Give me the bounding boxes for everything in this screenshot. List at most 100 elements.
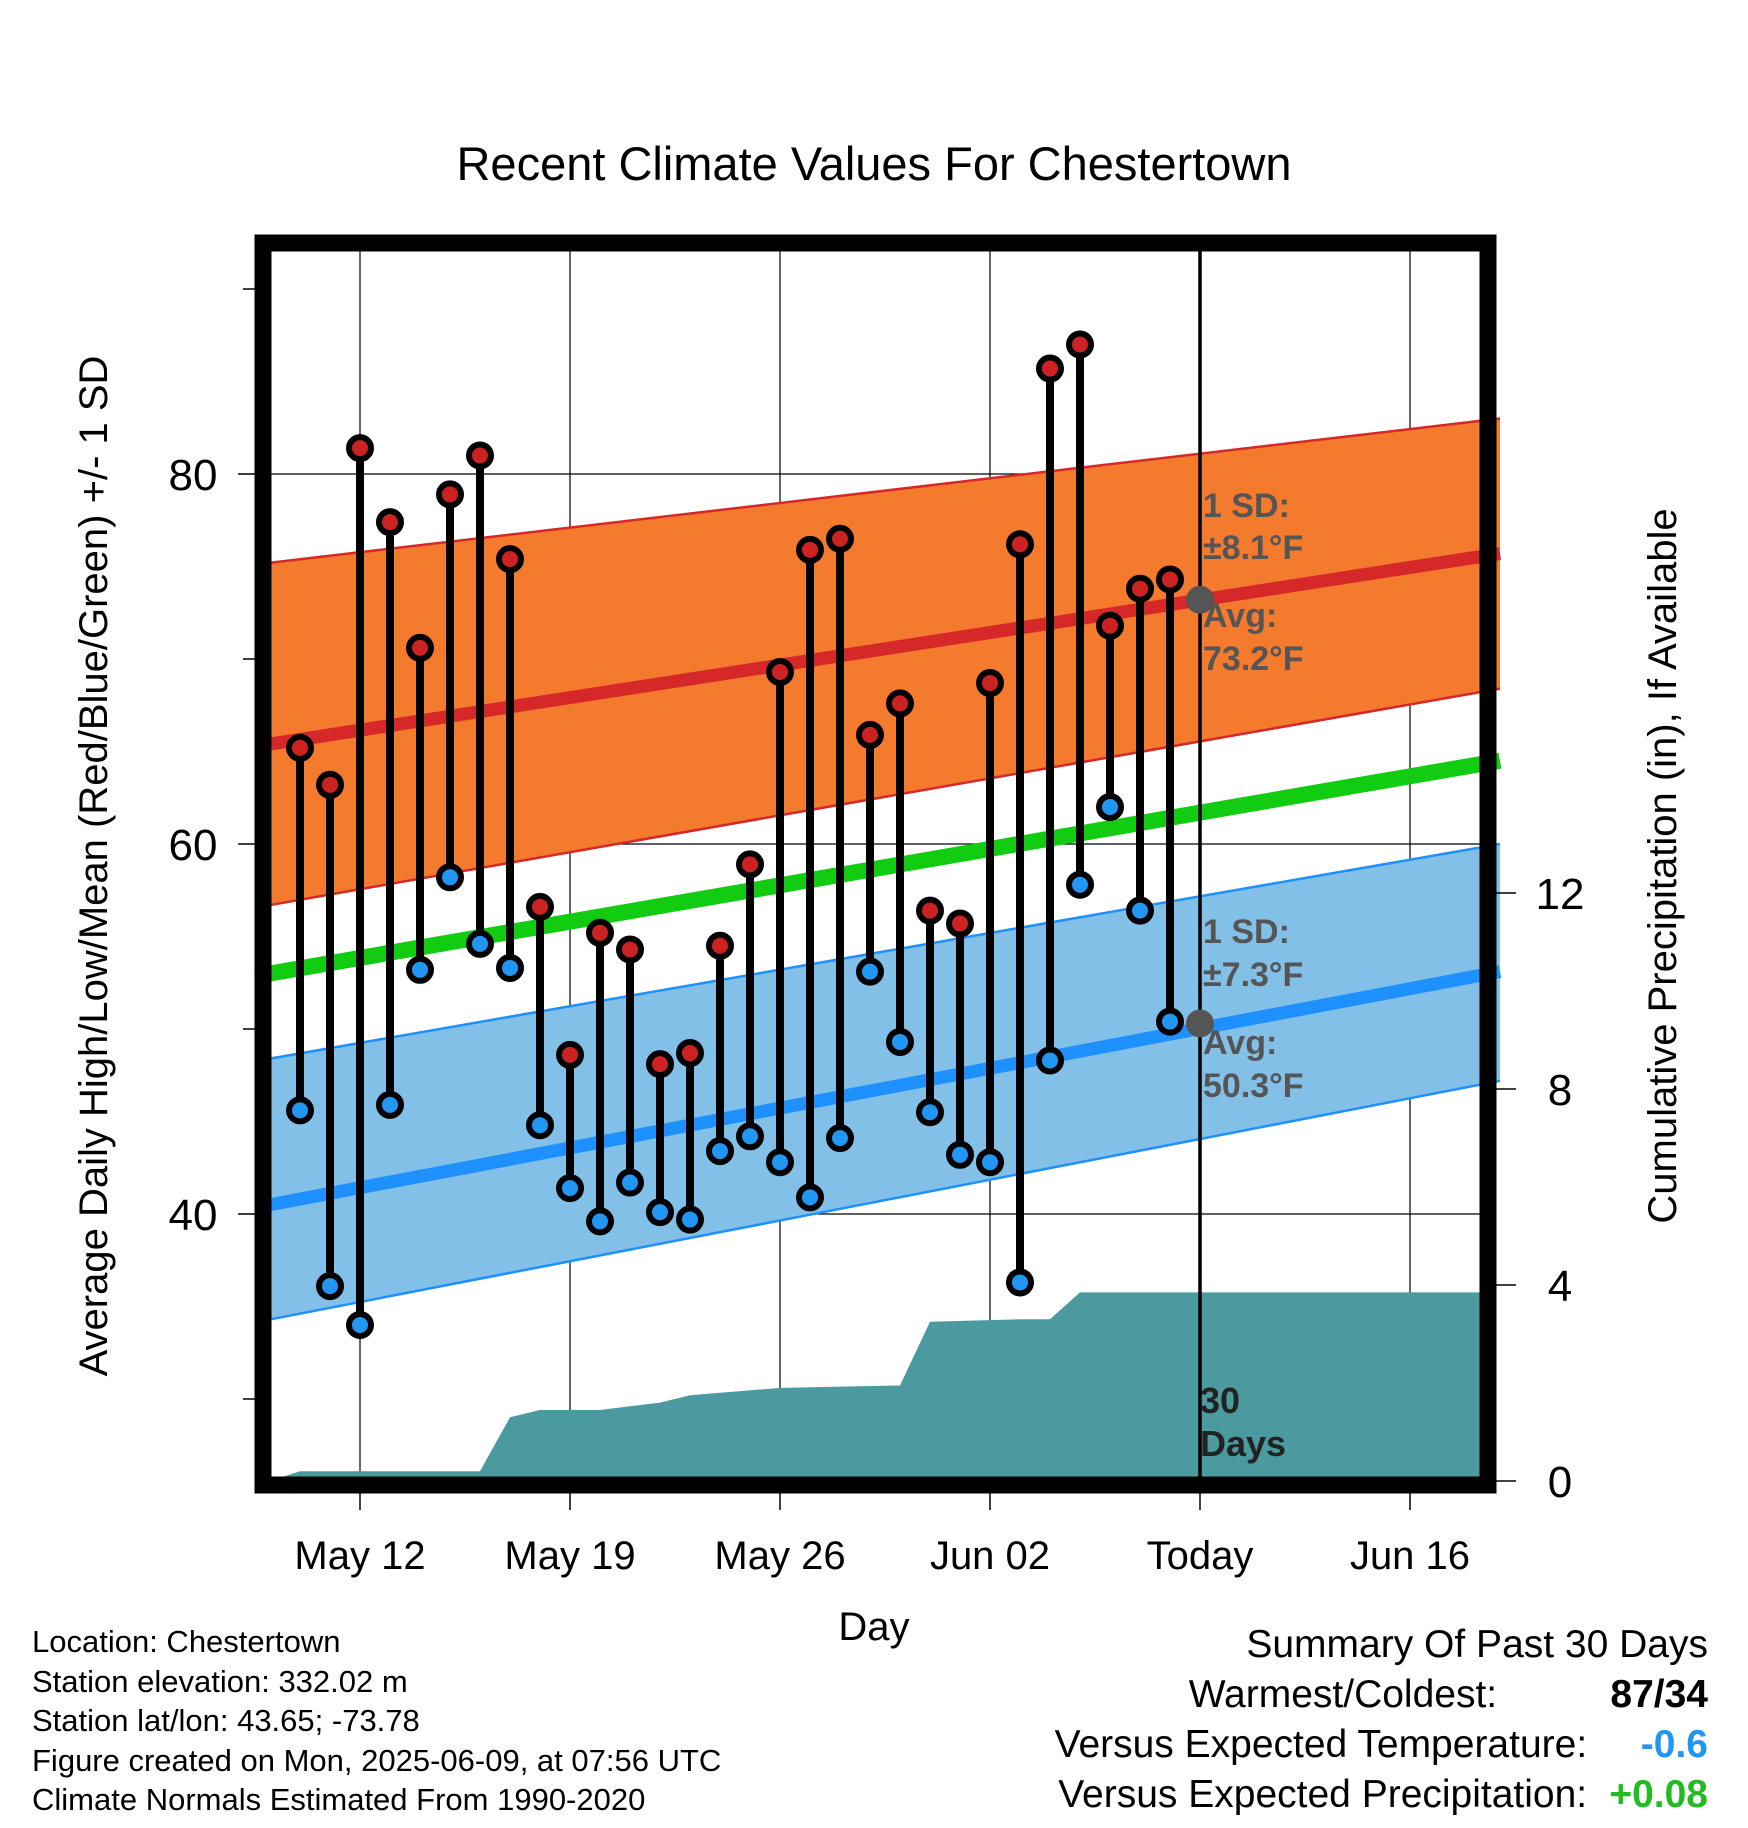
days-count-label: 30 — [1200, 1380, 1240, 1421]
x-tick-label: Jun 02 — [930, 1534, 1050, 1578]
daily-low-point — [916, 1098, 944, 1127]
daily-low-point — [946, 1140, 974, 1169]
daily-high-point — [1036, 354, 1064, 383]
daily-low-point — [886, 1027, 914, 1056]
summary-precip-row: Versus Expected Precipitation: +0.08 — [1055, 1770, 1708, 1820]
daily-high-point — [526, 892, 554, 921]
location-text: Location: Chestertown — [32, 1624, 341, 1659]
daily-low-point — [466, 929, 494, 958]
x-tick-label: May 19 — [504, 1534, 635, 1578]
daily-high-point — [706, 931, 734, 960]
daily-low-point — [406, 955, 434, 984]
high-avg-value: 73.2°F — [1203, 640, 1304, 678]
plot-area: 1 SD: ±8.1°F Avg: 73.2°F 1 SD: ±7.3°F Avg: 50.3… — [169, 234, 1585, 1578]
warmest-label: Warmest/Coldest: — [1188, 1673, 1498, 1716]
y-tick-label: 80 — [169, 451, 218, 500]
daily-high-point — [406, 633, 434, 662]
daily-low-point — [436, 863, 464, 892]
daily-low-point — [1006, 1268, 1034, 1297]
daily-high-point — [856, 720, 884, 749]
daily-high-point — [736, 850, 764, 879]
daily-low-point — [646, 1198, 674, 1227]
daily-high-point — [1006, 530, 1034, 559]
low-avg-value: 50.3°F — [1203, 1067, 1304, 1105]
daily-low-point — [736, 1122, 764, 1151]
daily-low-point — [316, 1272, 344, 1301]
daily-low-point — [346, 1311, 374, 1339]
x-axis-label: Day — [838, 1605, 909, 1649]
daily-high-point — [556, 1040, 584, 1069]
daily-high-point — [976, 669, 1004, 698]
daily-high-point — [1066, 330, 1094, 359]
daily-high-point — [646, 1050, 674, 1079]
y-tick-label: 60 — [169, 821, 218, 870]
daily-low-point — [556, 1174, 584, 1203]
daily-low-point — [1096, 793, 1124, 821]
high-sd-band — [270, 418, 1500, 906]
daily-low-point — [1066, 870, 1094, 899]
daily-low-point — [616, 1168, 644, 1197]
high-avg-label: Avg: — [1203, 597, 1277, 635]
temp-label: Versus Expected Temperature: — [1054, 1723, 1588, 1766]
low-sd-band-lower-edge — [269, 1079, 1501, 1321]
average-marker — [1186, 585, 1214, 614]
daily-high-point — [886, 689, 914, 718]
daily-low-point — [1126, 896, 1154, 925]
daily-high-point — [376, 508, 404, 537]
y2-tick-label: 0 — [1548, 1458, 1572, 1507]
y2-tick-label: 12 — [1536, 870, 1585, 919]
summary-temp-row: Versus Expected Temperature: -0.6 — [1055, 1720, 1708, 1770]
daily-high-point — [1096, 611, 1124, 640]
y2-tick-label: 4 — [1548, 1262, 1572, 1311]
daily-high-point — [676, 1039, 704, 1068]
daily-low-point — [676, 1205, 704, 1234]
daily-low-point — [376, 1090, 404, 1119]
station-info: Location: Chestertown Station elevation:… — [32, 1622, 721, 1820]
daily-low-point — [856, 957, 884, 986]
precip-label: Versus Expected Precipitation: — [1058, 1773, 1588, 1816]
daily-low-point — [1156, 1007, 1184, 1036]
daily-low-point — [1036, 1046, 1064, 1075]
low-avg-label: Avg: — [1203, 1024, 1277, 1062]
x-tick-label: May 26 — [714, 1534, 845, 1578]
high-sd-band-lower-edge — [269, 687, 1501, 907]
chart-title: Recent Climate Values For Chestertown — [456, 137, 1291, 190]
normal-high-line — [269, 547, 1501, 751]
daily-high-point — [436, 480, 464, 509]
precipitation-area — [270, 1292, 1488, 1481]
daily-high-point — [586, 918, 614, 947]
low-sd-value: ±7.3°F — [1203, 956, 1303, 994]
days-word-label: Days — [1200, 1423, 1286, 1464]
daily-low-point — [496, 953, 524, 982]
normal-low-line — [268, 965, 1502, 1212]
x-tick-label: Jun 16 — [1350, 1534, 1470, 1578]
high-sd-label: 1 SD: — [1203, 487, 1290, 525]
daily-high-point — [346, 434, 374, 463]
y2-tick-label: 8 — [1548, 1066, 1572, 1115]
daily-low-point — [796, 1183, 824, 1212]
summary-warmest-row: Warmest/Coldest: 87/34 — [1055, 1670, 1708, 1720]
summary-title: Summary Of Past 30 Days — [1246, 1623, 1708, 1666]
warmest-value: 87/34 — [1610, 1673, 1708, 1716]
daily-high-point — [496, 545, 524, 574]
daily-low-point — [706, 1137, 734, 1166]
y-tick-label: 40 — [169, 1191, 218, 1240]
daily-low-point — [976, 1148, 1004, 1177]
daily-high-point — [286, 733, 314, 762]
precip-value: +0.08 — [1609, 1773, 1708, 1816]
normals-text: Climate Normals Estimated From 1990-2020 — [32, 1782, 646, 1817]
low-sd-label: 1 SD: — [1203, 913, 1290, 951]
x-tick-label: Today — [1147, 1534, 1254, 1578]
y-axis-label-left: Average Daily High/Low/Mean (Red/Blue/Gr… — [72, 356, 116, 1377]
high-sd-value: ±8.1°F — [1203, 529, 1303, 567]
daily-low-point — [586, 1207, 614, 1236]
daily-low-point — [526, 1111, 554, 1140]
average-marker — [1186, 1009, 1214, 1038]
daily-high-point — [1156, 565, 1184, 594]
elevation-text: Station elevation: 332.02 m — [32, 1663, 408, 1699]
daily-high-point — [826, 524, 854, 553]
daily-high-point — [916, 896, 944, 925]
daily-low-point — [826, 1124, 854, 1153]
temp-value: -0.6 — [1640, 1723, 1708, 1766]
created-text: Figure created on Mon, 2025-06-09, at 07… — [32, 1742, 722, 1778]
